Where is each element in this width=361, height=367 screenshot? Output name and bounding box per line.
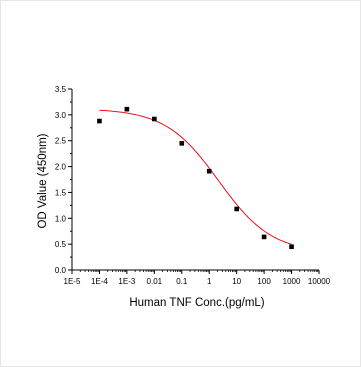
y-axis-label: OD Value (450nm) [37,133,49,228]
axes: 0.0 0.5 1.0 1.5 2.0 2.5 3.0 3.5 1E-5 1E-4 1E-3 0.01… [55,85,331,286]
data-point [152,116,157,122]
data-point [261,234,267,240]
y-tick-label: 2.0 [55,163,67,172]
y-tick-label: 2.5 [55,137,67,146]
y-tick-label: 0.5 [55,240,67,249]
fit-curve [99,109,292,245]
x-tick-label: 1E-4 [91,277,108,286]
x-tick-label: 100 [257,277,271,286]
data-point [206,168,212,174]
data-point [124,106,130,112]
x-tick-label: 10 [232,277,241,286]
data-point [234,206,239,212]
data-point [97,118,102,124]
x-tick-label: 1000 [283,277,301,286]
x-axis-label: Human TNF Conc.(pg/mL) [129,297,264,309]
y-tick-label: 0.0 [55,266,67,275]
data-points [97,106,294,250]
x-tick-label: 10000 [308,277,331,286]
y-tick-label: 1.5 [55,188,67,197]
y-tick-label: 3.0 [55,111,67,120]
x-tick-label: 1E-5 [64,277,81,286]
data-point [179,141,185,146]
x-tick-label: 0.01 [147,277,163,286]
fit-curve-layer [99,109,292,245]
data-point [289,244,294,250]
y-tick-label: 3.5 [55,85,67,94]
x-tick-label: 1 [207,277,212,286]
x-tick-label: 0.1 [176,277,188,286]
y-tick-label: 1.0 [55,214,67,223]
x-tick-label: 1E-3 [118,277,135,286]
